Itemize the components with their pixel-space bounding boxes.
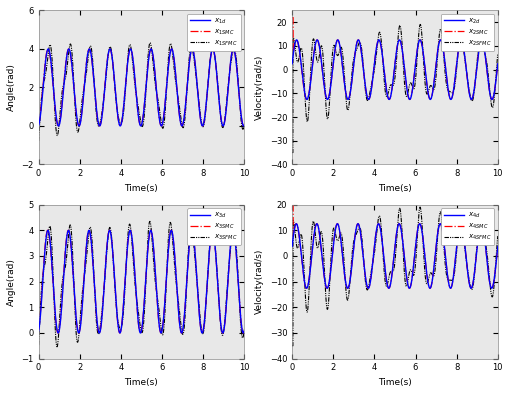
X-axis label: Time(s): Time(s) — [124, 184, 158, 193]
Y-axis label: Velocity(rad/s): Velocity(rad/s) — [254, 249, 264, 314]
Y-axis label: Velocity(rad/s): Velocity(rad/s) — [254, 55, 264, 120]
X-axis label: Time(s): Time(s) — [377, 378, 411, 387]
Y-axis label: Angle(rad): Angle(rad) — [7, 258, 16, 306]
Legend: $x_{2d}$, $x_{2SMC}$, $x_{2SFMC}$: $x_{2d}$, $x_{2SMC}$, $x_{2SFMC}$ — [440, 14, 493, 51]
X-axis label: Time(s): Time(s) — [377, 184, 411, 193]
X-axis label: Time(s): Time(s) — [124, 378, 158, 387]
Legend: $x_{4d}$, $x_{4SMC}$, $x_{4SFMC}$: $x_{4d}$, $x_{4SMC}$, $x_{4SFMC}$ — [440, 208, 493, 245]
Y-axis label: Angle(rad): Angle(rad) — [7, 63, 16, 112]
Legend: $x_{1d}$, $x_{1SMC}$, $x_{1SFMC}$: $x_{1d}$, $x_{1SMC}$, $x_{1SFMC}$ — [187, 14, 240, 51]
Legend: $x_{3d}$, $x_{3SMC}$, $x_{3SFMC}$: $x_{3d}$, $x_{3SMC}$, $x_{3SFMC}$ — [187, 208, 240, 245]
